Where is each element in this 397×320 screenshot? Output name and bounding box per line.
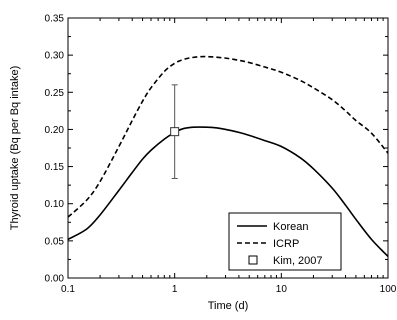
x-tick-label: 0.1: [61, 284, 75, 295]
x-tick-label: 100: [380, 284, 397, 295]
y-tick-label: 0.15: [45, 162, 65, 173]
legend-label-icrp: ICRP: [273, 238, 299, 250]
y-tick-label: 0.10: [45, 199, 65, 210]
x-axis-label: Time (d): [208, 300, 249, 312]
x-axis: 0.1 1 10 100: [61, 18, 397, 295]
legend-label-kim-2007: Kim, 2007: [273, 255, 323, 267]
y-tick-label: 0.05: [45, 236, 65, 247]
y-axis: 0.00 0.05 0.10 0.15 0.20 0.25 0.30 0.35: [45, 14, 388, 285]
series-line-icrp: [68, 55, 388, 218]
y-tick-label: 0.30: [45, 51, 65, 62]
y-tick-label: 0.25: [45, 88, 65, 99]
legend-box: [228, 212, 342, 271]
y-tick-label: 0.20: [45, 125, 65, 136]
legend-label-korean: Korean: [273, 221, 308, 233]
x-tick-label: 1: [172, 284, 178, 295]
legend: Korean ICRP Kim, 2007: [228, 212, 342, 271]
series-line-korean: [68, 126, 388, 258]
y-tick-label: 0.35: [45, 14, 65, 25]
x-tick-label: 10: [276, 284, 288, 295]
series-clip-group: [68, 55, 388, 258]
y-tick-label: 0.00: [45, 274, 65, 285]
series-layer: [68, 55, 388, 258]
data-point-kim-2007: [170, 127, 180, 137]
y-axis-label: Thyroid uptake (Bq per Bq intake): [9, 66, 21, 230]
legend-swatch-kim-2007: [248, 255, 258, 265]
